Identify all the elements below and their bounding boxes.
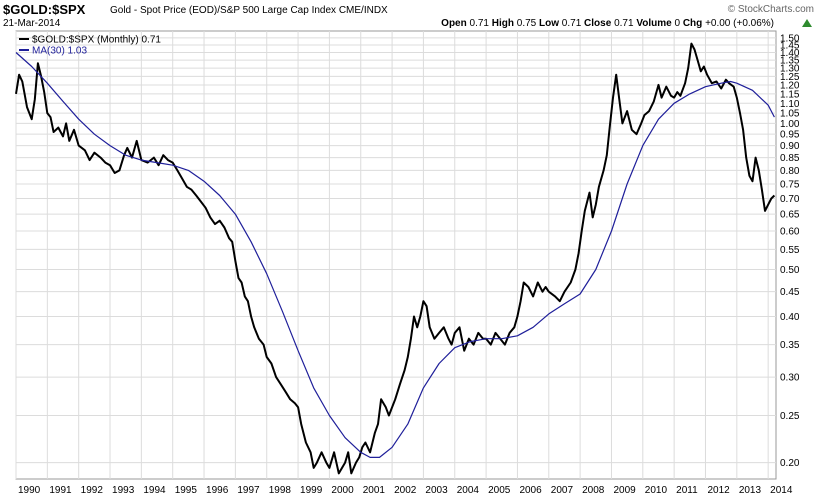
y-tick-label: 0.20 (780, 458, 800, 469)
y-tick-label: 1.10 (780, 99, 800, 110)
y-tick-label: 0.80 (780, 166, 800, 177)
x-tick-label: 2008 (582, 485, 605, 496)
x-tick-label: 2014 (770, 485, 793, 496)
x-tick-label: 1999 (300, 485, 323, 496)
x-tick-label: 1997 (237, 485, 260, 496)
legend-entry: MA(30) 1.03 (32, 46, 87, 57)
low-label: Low (539, 18, 560, 29)
series-lines (15, 42, 776, 475)
y-tick-label: 0.25 (780, 411, 800, 422)
chart-date: 21-Mar-2014 (3, 18, 61, 29)
x-tick-label: 1990 (18, 485, 41, 496)
y-tick-label: 1.45 (780, 41, 800, 52)
x-tick-label: 2004 (457, 485, 480, 496)
x-tick-label: 2009 (613, 485, 636, 496)
description-text: Gold - Spot Price (EOD)/S&P 500 Large Ca… (110, 5, 337, 16)
y-tick-label: 1.25 (780, 72, 800, 83)
x-tick-label: 2005 (488, 485, 511, 496)
chg-label: Chg (682, 18, 703, 29)
y-tick-label: 0.90 (780, 141, 800, 152)
legend-entry: $GOLD:$SPX (Monthly) 0.71 (32, 35, 161, 46)
x-tick-label: 1994 (143, 485, 166, 496)
low-value: 0.71 (561, 18, 582, 29)
close-value: 0.71 (614, 18, 634, 29)
x-tick-label: 2013 (739, 485, 762, 496)
x-tick-label: 2012 (707, 485, 730, 496)
y-tick-label: 0.45 (780, 287, 800, 298)
y-tick-label: 0.70 (780, 194, 800, 205)
open-label: Open (441, 18, 467, 29)
y-tick-label: 1.20 (780, 80, 800, 91)
up-triangle-icon (802, 19, 812, 27)
x-tick-label: 2002 (394, 485, 417, 496)
x-tick-label: 2000 (331, 485, 354, 496)
y-tick-label: 1.50 (780, 33, 800, 44)
x-tick-label: 1995 (175, 485, 198, 496)
y-tick-label: 0.35 (780, 340, 800, 351)
gold-spx-ratio-line (15, 42, 776, 475)
high-label: High (491, 18, 514, 29)
close-label: Close (584, 18, 612, 29)
y-tick-label: 1.00 (780, 119, 800, 130)
x-tick-label: 1993 (112, 485, 135, 496)
y-tick-label: 0.75 (780, 179, 800, 190)
x-tick-label: 1992 (81, 485, 104, 496)
x-tick-label: 2001 (363, 485, 386, 496)
x-tick-label: 2006 (519, 485, 542, 496)
plot-background (15, 30, 777, 480)
x-tick-label: 2007 (551, 485, 574, 496)
chg-value: +0.00 (+0.06%) (705, 18, 774, 29)
open-value: 0.71 (469, 18, 489, 29)
y-tick-label: 1.15 (780, 89, 800, 100)
y-tick-label: 0.60 (780, 227, 800, 238)
y-tick-label: 0.65 (780, 210, 800, 221)
grid-lines (15, 31, 776, 479)
y-tick-label: 1.05 (780, 109, 800, 120)
y-tick-label: 0.40 (780, 312, 800, 323)
x-tick-label: 2010 (645, 485, 668, 496)
volume-label: Volume (636, 18, 672, 29)
exchange-text: CME/INDX (338, 5, 388, 16)
y-axis-labels: 0.20 0.25 0.30 0.35 0.40 0.45 0.50 0.55 0.60 0.65… (780, 33, 800, 469)
y-tick-label: 0.50 (780, 265, 800, 276)
volume-value: 0 (674, 18, 681, 29)
chart-description: Gold - Spot Price (EOD)/S&P 500 Large Ca… (110, 5, 388, 16)
moving-average-line (15, 52, 775, 458)
chart-symbol: $GOLD:$SPX (3, 2, 86, 17)
x-tick-label: 2003 (425, 485, 448, 496)
x-axis-labels: 1990 1991 1992 1993 1994 1995 1996 1997 1998 1999… (18, 485, 793, 496)
y-tick-label: 1.30 (780, 64, 800, 75)
x-tick-label: 1991 (49, 485, 72, 496)
x-tick-label: 2011 (676, 485, 698, 496)
x-tick-label: 1996 (206, 485, 229, 496)
quote-summary: Open 0.71 High 0.75 Low 0.71 Close 0.71 … (441, 18, 774, 29)
y-tick-label: 1.35 (780, 56, 800, 67)
x-tick-label: 1998 (269, 485, 292, 496)
brand-label: © StockCharts.com (727, 4, 814, 15)
y-tick-label: 1.40 (780, 48, 800, 59)
y-tick-label: 0.95 (780, 130, 800, 141)
y-tick-label: 0.55 (780, 245, 800, 256)
high-value: 0.75 (516, 18, 537, 29)
y-tick-label: 0.85 (780, 153, 800, 164)
y-tick-label: 0.30 (780, 373, 800, 384)
